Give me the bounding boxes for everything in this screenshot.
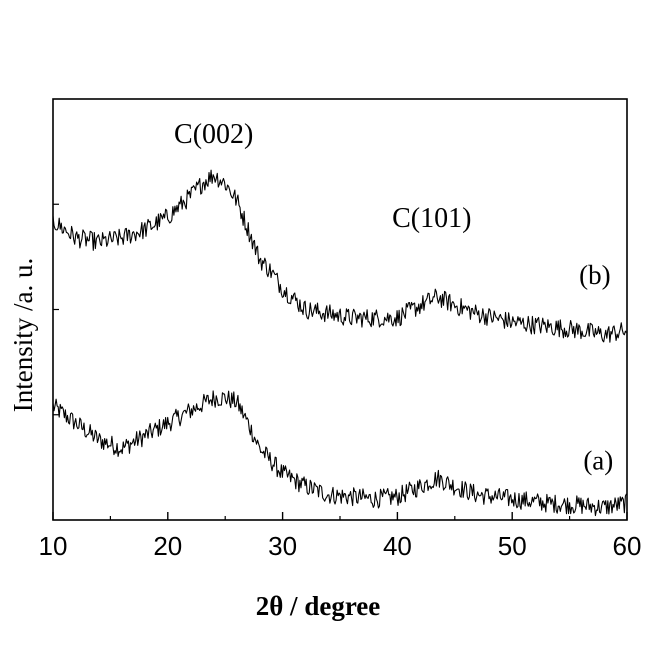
x-tick-label: 60	[613, 531, 642, 561]
annotation-c101: C(101)	[392, 203, 471, 234]
x-tick-label: 40	[383, 531, 412, 561]
y-axis-label: Intensity /a. u.	[8, 258, 38, 412]
x-tick-label: 30	[268, 531, 297, 561]
x-axis-label: 2θ / degree	[256, 591, 381, 621]
series-label-layer: (a) (b)	[579, 260, 613, 475]
plot-layer	[52, 169, 627, 517]
series-label-b: (b)	[579, 260, 610, 290]
series-label-a: (a)	[583, 446, 613, 476]
series-line-a	[52, 390, 627, 517]
x-tick-label: 50	[498, 531, 527, 561]
annotation-layer: C(002) C(101)	[174, 119, 471, 234]
series-line-b	[52, 169, 627, 343]
tick-layer: 10 20 30 40 50 60	[39, 203, 642, 561]
x-tick-label: 10	[39, 531, 68, 561]
x-tick-label: 20	[153, 531, 182, 561]
annotation-c002: C(002)	[174, 119, 253, 150]
